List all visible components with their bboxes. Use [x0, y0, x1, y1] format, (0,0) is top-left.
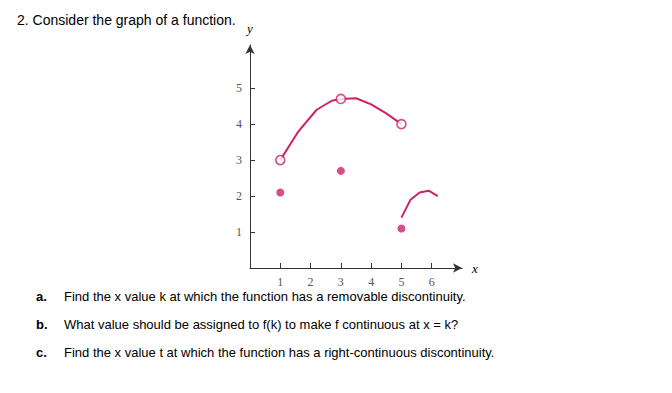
svg-text:b.: b. — [36, 317, 48, 332]
svg-text:y: y — [245, 21, 253, 36]
svg-text:4: 4 — [368, 275, 374, 289]
svg-text:6: 6 — [429, 275, 435, 289]
svg-text:3: 3 — [236, 153, 242, 167]
svg-text:c.: c. — [36, 345, 47, 360]
svg-text:Find the x value t at which th: Find the x value t at which the function… — [64, 345, 494, 360]
svg-text:2: 2 — [236, 189, 242, 203]
svg-text:2. Consider the graph of a fun: 2. Consider the graph of a function. — [17, 12, 236, 28]
svg-text:1: 1 — [277, 275, 283, 289]
svg-text:3: 3 — [338, 275, 344, 289]
svg-text:5: 5 — [398, 275, 404, 289]
svg-text:2: 2 — [308, 275, 314, 289]
svg-text:4: 4 — [236, 117, 242, 131]
svg-text:a.: a. — [36, 289, 47, 304]
svg-text:5: 5 — [236, 81, 242, 95]
svg-text:x: x — [471, 261, 478, 276]
svg-text:Find the x value k at which th: Find the x value k at which the function… — [64, 289, 466, 304]
svg-text:What value should be assigned: What value should be assigned to f(k) to… — [64, 317, 458, 332]
svg-text:1: 1 — [236, 225, 242, 239]
